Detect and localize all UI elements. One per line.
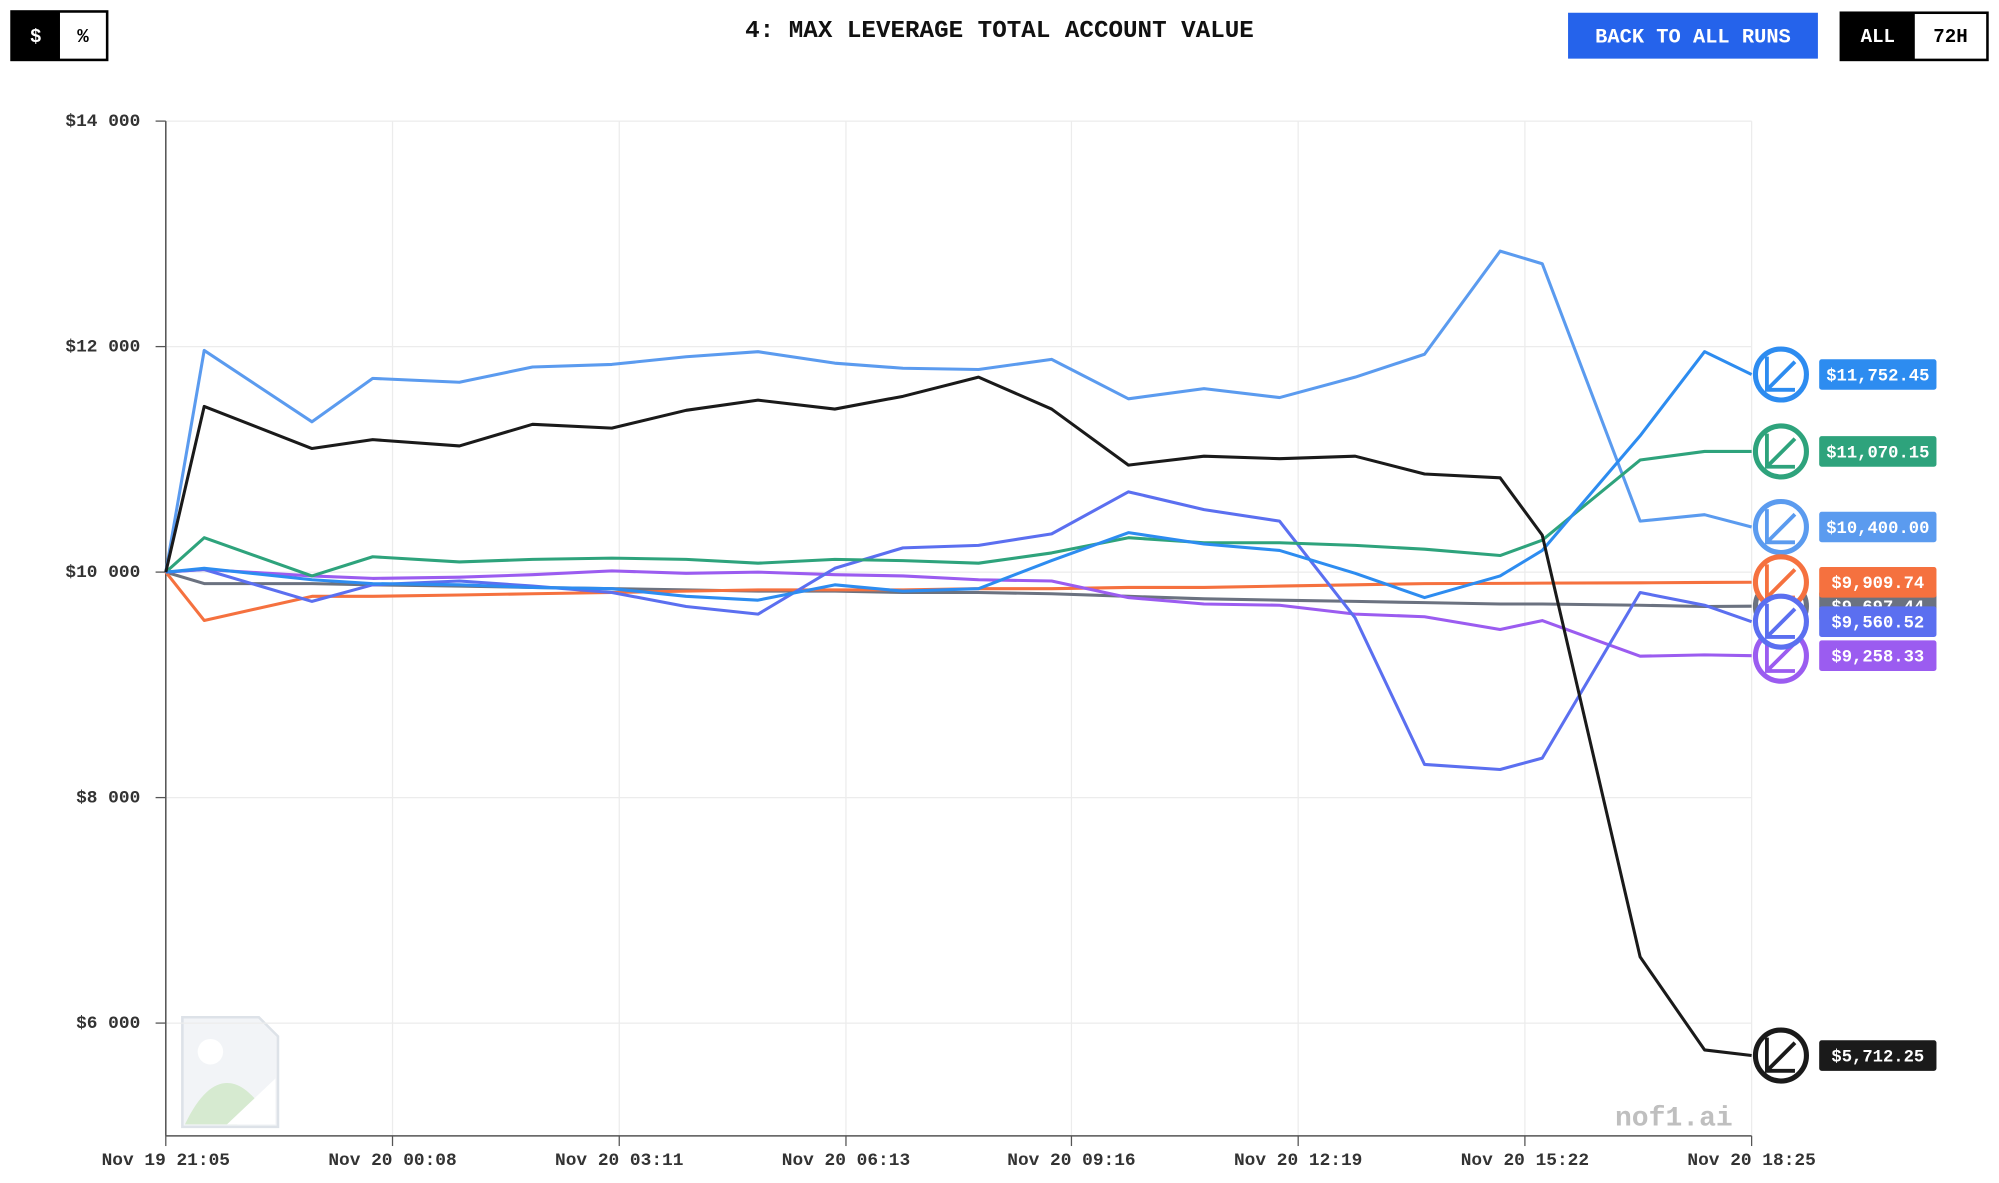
- series-line: [164, 375, 1752, 1058]
- end-label: $11,752.45: [1826, 367, 1929, 386]
- x-tick-label: Nov 20 09:16: [1007, 1151, 1135, 1171]
- end-label-box: [1819, 511, 1937, 543]
- toggle-72h[interactable]: 72H: [1933, 26, 1967, 48]
- currency-toggle: $ %: [10, 10, 109, 62]
- x-tick-label: Nov 19 21:05: [102, 1151, 230, 1171]
- end-label: $11,070.15: [1826, 444, 1929, 463]
- end-label-box: [1819, 1040, 1937, 1071]
- end-label: $9,258.33: [1831, 649, 1924, 668]
- end-label-box: [1819, 640, 1937, 672]
- end-marker-glyph: [1765, 356, 1797, 392]
- watermark: nof1.ai: [1615, 1103, 1733, 1134]
- x-tick-label: Nov 20 06:13: [782, 1151, 910, 1171]
- series-line: [165, 490, 1753, 772]
- back-button[interactable]: [1568, 12, 1818, 59]
- end-label-box: [1819, 606, 1937, 637]
- end-label: $10,400.00: [1826, 520, 1929, 539]
- end-marker-glyph: [1765, 509, 1797, 545]
- grid: [165, 120, 1753, 1136]
- x-tick-label: Nov 20 18:25: [1687, 1151, 1815, 1171]
- end-marker-glyph: [1765, 1037, 1797, 1073]
- y-tick-label: $12 000: [65, 337, 140, 357]
- end-label-box: [1819, 436, 1937, 467]
- x-tick-label: Nov 20 03:11: [555, 1151, 683, 1171]
- end-label: $9,560.52: [1831, 614, 1924, 633]
- end-label: $5,712.25: [1831, 1048, 1924, 1067]
- x-tick-label: Nov 20 00:08: [328, 1151, 456, 1171]
- end-marker-glyph: [1765, 603, 1797, 639]
- y-tick-label: $6 000: [76, 1014, 140, 1034]
- x-tick-label: Nov 20 15:22: [1461, 1151, 1589, 1171]
- y-tick-label: $14 000: [65, 112, 140, 132]
- series-line: [165, 350, 1753, 602]
- series-line: [165, 567, 1752, 658]
- end-label-box: [1819, 359, 1937, 390]
- range-toggle: ALL 72H: [1839, 11, 1989, 62]
- toggle-all[interactable]: ALL: [1861, 26, 1895, 48]
- series-line: [164, 249, 1753, 573]
- broken-image-icon: [181, 1016, 280, 1129]
- chart-title: 4: MAX LEVERAGE TOTAL ACCOUNT VALUE: [745, 18, 1254, 45]
- series-line: [164, 449, 1752, 578]
- toggle-dollar[interactable]: $: [30, 26, 41, 48]
- icon-sun: [197, 1038, 224, 1065]
- end-label: $9,909.74: [1831, 575, 1924, 594]
- back-button-label[interactable]: BACK TO ALL RUNS: [1595, 26, 1791, 49]
- toggle-active[interactable]: [1840, 12, 1915, 60]
- y-tick-label: $10 000: [65, 563, 140, 583]
- end-label-box: [1819, 566, 1937, 598]
- toggle-active[interactable]: [11, 11, 60, 60]
- icon-hill: [184, 1082, 256, 1125]
- x-tick-label: Nov 20 12:19: [1234, 1151, 1362, 1171]
- toggle-percent[interactable]: %: [77, 26, 89, 48]
- end-marker-glyph: [1765, 433, 1797, 469]
- y-tick-label: $8 000: [76, 788, 140, 808]
